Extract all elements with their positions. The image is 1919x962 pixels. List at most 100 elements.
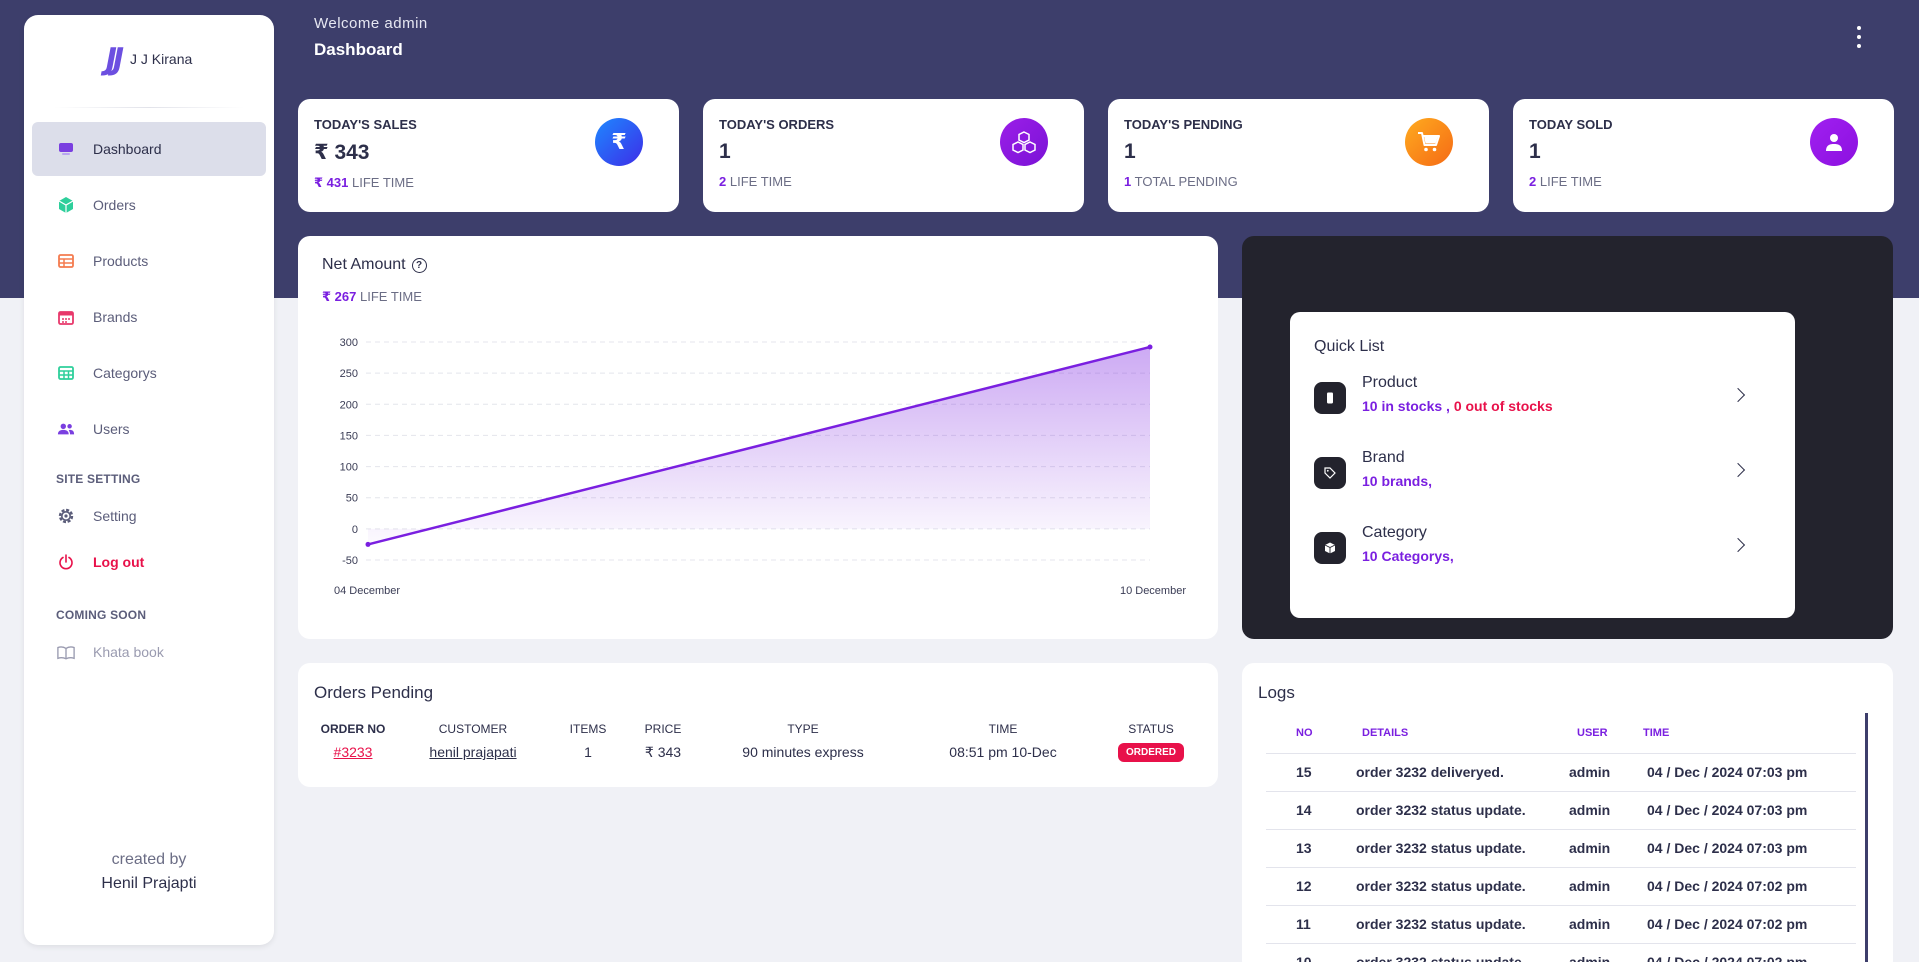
type-cell: 90 minutes express — [742, 744, 864, 760]
stat-value: ₹ 343 — [314, 141, 370, 164]
stat-footer-label: TOTAL PENDING — [1134, 174, 1238, 189]
credits: created by Henil Prajapti — [24, 851, 274, 893]
table-row: #3233 henil prajapati 1 ₹ 343 90 minutes… — [308, 738, 1204, 766]
status-badge[interactable]: ORDERED — [1117, 743, 1184, 762]
users-icon — [57, 420, 75, 438]
sidebar-item-brands[interactable]: Brands — [32, 290, 266, 344]
sidebar-item-setting[interactable]: Setting — [32, 494, 266, 538]
column-header: ITEMS — [569, 722, 607, 736]
brand-name: J J Kirana — [130, 51, 193, 67]
brand[interactable]: JJ J J Kirana — [24, 15, 274, 93]
sidebar-item-khata-book[interactable]: Khata book — [32, 630, 266, 674]
logout-button[interactable]: Log out — [32, 540, 266, 584]
column-header: DETAILS — [1332, 713, 1557, 754]
column-header: TIME — [988, 722, 1018, 736]
table-row: 13 order 3232 status update. admin 04 / Dec… — [1266, 829, 1856, 868]
logs-scroll-area[interactable]: NO DETAILS USER TIME 15 order 3232 delive… — [1266, 713, 1868, 962]
customer-link[interactable]: henil prajapati — [429, 744, 517, 760]
stat-card-sold: TODAY SOLD 1 2 LIFE TIME — [1513, 99, 1894, 212]
sidebar-item-dashboard[interactable]: Dashboard — [32, 122, 266, 176]
stat-card-pending: TODAY'S PENDING 1 1 TOTAL PENDING — [1108, 99, 1489, 212]
more-menu-icon[interactable] — [1852, 26, 1866, 48]
column-header: STATUS — [1128, 722, 1174, 736]
data-point — [365, 541, 371, 547]
orders-pending-title: Orders Pending — [314, 683, 434, 702]
logs-table: NO DETAILS USER TIME 15 order 3232 delive… — [1266, 713, 1856, 962]
log-user-cell: admin — [1557, 753, 1629, 792]
log-details-cell: order 3232 status update. — [1332, 867, 1557, 906]
y-tick-label: -50 — [342, 555, 358, 567]
column-header: ORDER NO — [320, 722, 386, 736]
y-tick-label: 150 — [340, 430, 358, 442]
sidebar-item-products[interactable]: Products — [32, 234, 266, 288]
log-details-cell: order 3232 status update. — [1332, 905, 1557, 944]
page-title: Dashboard — [314, 40, 403, 59]
stat-footer-label: LIFE TIME — [1539, 174, 1602, 189]
stat-footer-value: 2 — [1529, 174, 1537, 189]
net-amount-chart: 300 250 200 150 100 50 0 -50 04 December 10 Decem… — [334, 337, 1186, 597]
log-no-cell: 10 — [1266, 943, 1332, 962]
data-point — [1147, 344, 1153, 350]
log-no-cell: 11 — [1266, 905, 1332, 944]
x-tick-label: 10 December — [1120, 585, 1186, 597]
log-time-cell: 04 / Dec / 2024 07:02 pm — [1629, 905, 1856, 944]
log-time-cell: 04 / Dec / 2024 07:02 pm — [1629, 867, 1856, 906]
stat-footer: 2 LIFE TIME — [719, 174, 1068, 189]
tag-icon — [1314, 457, 1346, 489]
orders-pending-card: Orders Pending ORDER NO CUSTOMER ITEMS P… — [298, 663, 1218, 787]
quick-item-product[interactable]: Product 10 in stocks , 0 out of stocks — [1314, 374, 1771, 449]
log-user-cell: admin — [1557, 905, 1629, 944]
stat-footer: 2 LIFE TIME — [1529, 174, 1878, 189]
chart-subtitle-label: LIFE TIME — [359, 289, 422, 304]
net-amount-card: Net Amount ? ₹ 267 LIFE TIME 300 250 200 15… — [298, 236, 1218, 639]
column-header: NO — [1266, 713, 1332, 754]
section-site-setting: SITE SETTING — [56, 472, 141, 486]
phone-icon — [1314, 382, 1346, 414]
created-by-label: created by — [111, 851, 187, 868]
divider — [54, 107, 244, 108]
chart-subtitle: ₹ 267 LIFE TIME — [322, 289, 422, 305]
log-time-cell: 04 / Dec / 2024 07:03 pm — [1629, 791, 1856, 830]
column-header: PRICE — [644, 722, 682, 736]
sidebar: JJ J J Kirana Dashboard Orders Products … — [24, 15, 274, 945]
chart-title: Net Amount ? — [322, 256, 427, 274]
help-icon[interactable]: ? — [411, 257, 427, 273]
log-user-cell: admin — [1557, 943, 1629, 962]
table-row: 15 order 3232 deliveryed. admin 04 / Dec / … — [1266, 753, 1856, 792]
quick-list-title: Quick List — [1314, 338, 1385, 355]
quick-item-category[interactable]: Category 10 Categorys, — [1314, 524, 1771, 599]
log-details-cell: order 3232 status update. — [1332, 829, 1557, 868]
time-cell: 08:51 pm 10-Dec — [949, 744, 1057, 760]
stat-label: TODAY'S PENDING — [1124, 117, 1243, 132]
orders-table: ORDER NO CUSTOMER ITEMS PRICE TYPE TIME … — [308, 720, 1204, 766]
stat-footer-value: 2 — [719, 174, 727, 189]
y-tick-label: 100 — [340, 462, 358, 474]
price-cell: ₹ 343 — [644, 743, 682, 760]
stat-value: 1 — [719, 140, 731, 163]
user-icon — [1810, 118, 1858, 166]
order-number-link[interactable]: #3233 — [333, 744, 373, 760]
log-user-cell: admin — [1557, 867, 1629, 906]
box-icon — [57, 196, 75, 214]
cart-icon — [1405, 118, 1453, 166]
quick-list: Quick List Product 10 in stocks , 0 out … — [1290, 312, 1795, 618]
quick-item-brand[interactable]: Brand 10 brands, — [1314, 449, 1771, 524]
grid-icon — [57, 364, 75, 382]
stat-footer-label: LIFE TIME — [729, 174, 792, 189]
creator-name: Henil Prajapti — [101, 875, 197, 892]
stat-footer: ₹ 431 LIFE TIME — [314, 175, 663, 191]
items-cell: 1 — [584, 744, 592, 760]
column-header: TIME — [1629, 713, 1856, 754]
log-no-cell: 13 — [1266, 829, 1332, 868]
stat-footer: 1 TOTAL PENDING — [1124, 174, 1473, 189]
stat-footer-value: 1 — [1124, 174, 1132, 189]
brand-logo: JJ — [105, 41, 124, 77]
table-row: 12 order 3232 status update. admin 04 / Dec… — [1266, 867, 1856, 906]
log-time-cell: 04 / Dec / 2024 07:03 pm — [1629, 753, 1856, 792]
chevron-right-icon — [1730, 387, 1746, 403]
sidebar-item-users[interactable]: Users — [32, 402, 266, 456]
stat-label: TODAY SOLD — [1529, 117, 1613, 132]
sidebar-item-orders[interactable]: Orders — [32, 178, 266, 232]
sidebar-item-categorys[interactable]: Categorys — [32, 346, 266, 400]
out-of-stock-text: 0 out of stocks — [1453, 398, 1553, 414]
